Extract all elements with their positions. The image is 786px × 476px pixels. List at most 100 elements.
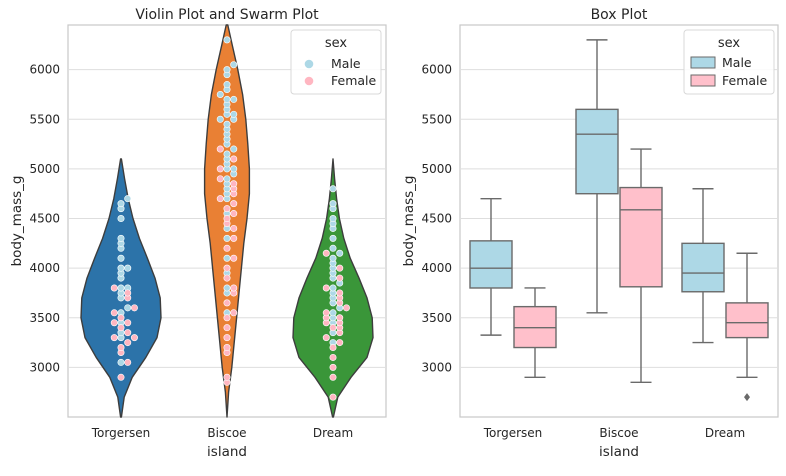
swarm-point-female (223, 274, 231, 282)
box-legend-male-swatch (690, 56, 716, 69)
swarm-point-male (329, 244, 337, 252)
box-y-axis-label: body_mass_g (401, 176, 417, 267)
box-panel: 3000 3500 4000 4500 5000 5500 6000 Torgersen Bi… (401, 7, 779, 460)
swarm-point-male (117, 264, 125, 272)
box-legend-female-swatch (690, 74, 716, 87)
swarm-point-female (230, 234, 238, 242)
y-tick-label: 5000 (421, 162, 452, 176)
swarm-point-female (223, 264, 231, 272)
swarm-point-male (124, 264, 132, 272)
swarm-point-male (329, 309, 337, 317)
swarm-point-male (223, 120, 231, 128)
violin-legend-title: sex (325, 36, 348, 51)
swarm-point-female (117, 373, 125, 381)
swarm-point-female (223, 344, 231, 352)
swarm-point-male (223, 254, 231, 262)
swarm-point-male (223, 284, 231, 292)
box-legend: sex Male Female (683, 29, 775, 95)
swarm-point-male (124, 195, 132, 203)
swarm-point-female (336, 289, 344, 297)
swarm-point-male (216, 115, 224, 123)
swarm-point-male (329, 234, 337, 242)
swarm-point-female (130, 304, 138, 312)
swarm-point-male (230, 110, 238, 118)
swarm-point-male (117, 284, 125, 292)
swarm-point-female (110, 309, 118, 317)
swarm-point-female (216, 145, 224, 153)
box-male-biscoe (575, 39, 619, 314)
swarm-point-female (110, 334, 118, 342)
swarm-point-female (124, 319, 132, 327)
swarm-point-female (124, 329, 132, 337)
swarm-point-female (230, 200, 238, 208)
swarm-point-female (223, 334, 231, 342)
box-legend-female-label: Female (722, 73, 768, 88)
box-legend-title: sex (718, 36, 741, 51)
x-tick-label: Torgersen (91, 426, 151, 440)
swarm-point-male (124, 304, 132, 312)
swarm-point-female (230, 284, 238, 292)
y-tick-label: 5500 (421, 112, 452, 126)
swarm-point-male (117, 200, 125, 208)
swarm-point-female (329, 344, 337, 352)
swarm-point-female (336, 314, 344, 322)
box-legend-male-label: Male (722, 55, 752, 70)
y-tick-label: 4500 (29, 212, 60, 226)
swarm-point-male (336, 249, 344, 257)
swarm-point-male (216, 90, 224, 98)
swarm-point-male (117, 234, 125, 242)
swarm-point-male (230, 95, 238, 103)
swarm-point-female (329, 373, 337, 381)
y-tick-label: 5000 (29, 162, 60, 176)
swarm-point-female (322, 334, 330, 342)
swarm-point-female (223, 205, 231, 213)
box-iqr (469, 240, 513, 289)
swarm-point-male (223, 95, 231, 103)
box-iqr (619, 186, 663, 288)
x-tick-label: Torgersen (483, 426, 543, 440)
swarm-point-female (336, 264, 344, 272)
violin-swarm-panel: 3000 3500 4000 4500 5000 5500 6000 Torgersen Bi… (9, 7, 387, 460)
swarm-point-male (223, 81, 231, 89)
swarm-point-male (230, 145, 238, 153)
swarm-point-female (216, 195, 224, 203)
swarm-point-female (230, 180, 238, 188)
box-chart-title: Box Plot (591, 7, 648, 23)
swarm-point-female (230, 254, 238, 262)
swarm-point-female (336, 274, 344, 282)
swarm-point-male (117, 358, 125, 366)
violin-x-ticks: Torgersen Biscoe Dream (91, 426, 353, 440)
swarm-point-female (216, 175, 224, 183)
violin-y-ticks: 3000 3500 4000 4500 5000 5500 6000 (29, 63, 60, 375)
swarm-points (110, 36, 350, 401)
box-iqr (681, 242, 725, 293)
swarm-point-male (223, 66, 231, 74)
swarm-point-female (329, 363, 337, 371)
box-x-ticks: Torgersen Biscoe Dream (483, 426, 745, 440)
swarm-point-female (322, 309, 330, 317)
x-tick-label: Biscoe (207, 426, 246, 440)
violin-chart-title: Violin Plot and Swarm Plot (135, 7, 319, 23)
swarm-point-male (329, 215, 337, 223)
swarm-point-female (223, 299, 231, 307)
swarm-point-female (329, 393, 337, 401)
swarm-point-female (342, 304, 350, 312)
box-female-torgersen (513, 287, 557, 379)
swarm-point-female (223, 244, 231, 252)
box-male-torgersen (469, 197, 513, 336)
swarm-point-female (230, 309, 238, 317)
swarm-point-female (322, 284, 330, 292)
swarm-point-female (110, 284, 118, 292)
y-tick-label: 4000 (421, 261, 452, 275)
swarm-point-male (329, 185, 337, 193)
box-iqr (725, 302, 769, 339)
violin-x-axis-label: island (207, 444, 247, 460)
boxes (469, 39, 769, 402)
swarm-point-female (216, 165, 224, 173)
violin-legend-female-marker (304, 76, 314, 86)
swarm-point-female (223, 324, 231, 332)
swarm-point-male (329, 284, 337, 292)
swarm-point-male (230, 61, 238, 69)
y-tick-label: 6000 (421, 63, 452, 77)
violin-legend: sex Male Female (290, 29, 382, 95)
